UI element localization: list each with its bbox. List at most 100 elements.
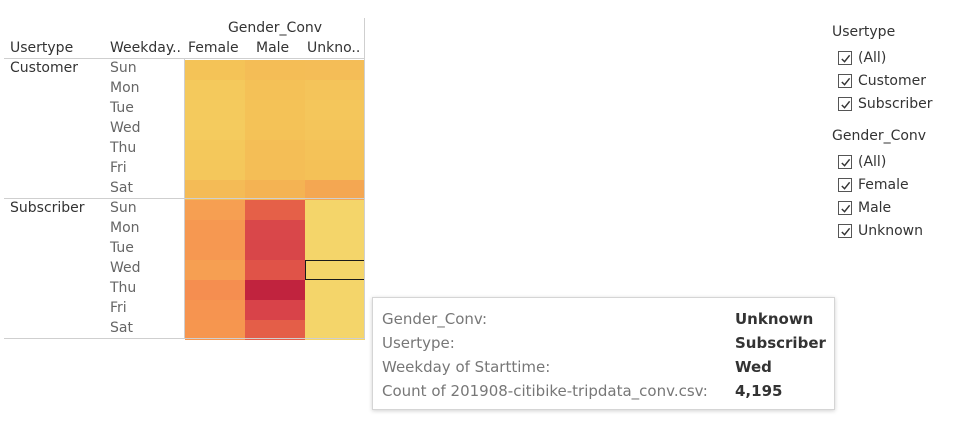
filter-option-usertype-subscriber[interactable]: Subscriber [838, 94, 933, 114]
filter-option-usertype-customer[interactable]: Customer [838, 71, 926, 91]
tooltip-value-gender: Unknown [735, 310, 814, 328]
filter-option-label: Female [858, 177, 909, 193]
heatmap-cell[interactable] [245, 280, 305, 300]
heatmap-cell[interactable] [305, 220, 365, 240]
heatmap-cell[interactable] [245, 240, 305, 260]
weekday-label-tue[interactable]: Tue [110, 240, 134, 256]
weekday-label-fri[interactable]: Fri [110, 160, 127, 176]
heatmap-cell[interactable] [185, 200, 245, 220]
group-label-customer[interactable]: Customer [10, 60, 79, 76]
checkbox-icon[interactable] [838, 178, 852, 192]
heatmap-cell[interactable] [305, 140, 365, 160]
heatmap-cell[interactable] [185, 300, 245, 320]
heatmap-cell[interactable] [245, 300, 305, 320]
filter-option-gender-female[interactable]: Female [838, 175, 909, 195]
tooltip-value-usertype: Subscriber [735, 334, 826, 352]
checkbox-icon[interactable] [838, 74, 852, 88]
heatmap-cell[interactable] [185, 100, 245, 120]
heatmap-cell[interactable] [185, 220, 245, 240]
weekday-label-sun[interactable]: Sun [110, 200, 137, 216]
filter-option-label: Unknown [858, 223, 923, 239]
heatmap-cell[interactable] [245, 260, 305, 280]
heatmap-cell[interactable] [305, 60, 365, 80]
heatmap-cell[interactable] [185, 60, 245, 80]
tooltip-key-usertype: Usertype: [382, 334, 455, 352]
tooltip-key-weekday: Weekday of Starttime: [382, 358, 551, 376]
filter-option-gender-male[interactable]: Male [838, 198, 891, 218]
filter-option-label: (All) [858, 154, 887, 170]
checkbox-icon[interactable] [838, 97, 852, 111]
heatmap-cell[interactable] [245, 160, 305, 180]
heatmap-cell[interactable] [305, 200, 365, 220]
usertype-header[interactable]: Usertype [10, 40, 74, 56]
heatmap-cell[interactable] [185, 180, 245, 200]
heatmap-cell[interactable] [245, 140, 305, 160]
filter-option-usertype-all[interactable]: (All) [838, 48, 886, 68]
weekday-header[interactable]: Weekday.. [110, 40, 182, 56]
heatmap-cell[interactable] [305, 260, 365, 280]
heatmap-cell[interactable] [245, 60, 305, 80]
heatmap-cell[interactable] [305, 120, 365, 140]
tooltip-key-gender: Gender_Conv: [382, 310, 488, 328]
weekday-label-mon[interactable]: Mon [110, 220, 140, 236]
group-divider [4, 198, 365, 199]
filter-option-label: (All) [858, 50, 887, 66]
tooltip: Gender_Conv: Unknown Usertype: Subscribe… [372, 297, 835, 410]
weekday-label-mon[interactable]: Mon [110, 80, 140, 96]
checkbox-icon[interactable] [838, 51, 852, 65]
weekday-label-wed[interactable]: Wed [110, 260, 141, 276]
checkbox-icon[interactable] [838, 201, 852, 215]
usertype-filter-title: Usertype [832, 24, 896, 40]
heatmap-cell[interactable] [305, 180, 365, 200]
tooltip-value-count: 4,195 [735, 382, 783, 400]
heatmap-cell[interactable] [185, 80, 245, 100]
weekday-label-sat[interactable]: Sat [110, 180, 133, 196]
group-label-subscriber[interactable]: Subscriber [10, 200, 85, 216]
filter-option-label: Male [858, 200, 892, 216]
heatmap-cell[interactable] [245, 320, 305, 340]
heatmap-cell[interactable] [185, 120, 245, 140]
weekday-label-thu[interactable]: Thu [110, 140, 137, 156]
weekday-label-wed[interactable]: Wed [110, 120, 141, 136]
heatmap-cell[interactable] [305, 160, 365, 180]
header-divider [4, 58, 365, 59]
column-group-title: Gender_Conv [227, 20, 323, 36]
filter-option-label: Subscriber [858, 96, 933, 112]
heatmap-cell[interactable] [185, 320, 245, 340]
heatmap-cell[interactable] [185, 260, 245, 280]
weekday-label-sun[interactable]: Sun [110, 60, 137, 76]
heatmap-cell[interactable] [245, 80, 305, 100]
column-header-female[interactable]: Female [188, 40, 239, 56]
heatmap-cell[interactable] [245, 220, 305, 240]
heatmap-cell[interactable] [185, 160, 245, 180]
heatmap-cell[interactable] [305, 80, 365, 100]
heatmap-cell[interactable] [305, 100, 365, 120]
tooltip-key-count: Count of 201908-citibike-tripdata_conv.c… [382, 382, 708, 400]
heatmap-cell[interactable] [185, 140, 245, 160]
checkbox-icon[interactable] [838, 155, 852, 169]
heatmap-cell[interactable] [245, 200, 305, 220]
heatmap-cell[interactable] [305, 280, 365, 300]
heatmap-cell[interactable] [305, 240, 365, 260]
column-header-male[interactable]: Male [256, 40, 290, 56]
heatmap-cell[interactable] [245, 120, 305, 140]
filter-option-label: Customer [858, 73, 927, 89]
checkbox-icon[interactable] [838, 224, 852, 238]
heatmap-cell[interactable] [245, 100, 305, 120]
table-right-border [364, 18, 365, 339]
weekday-label-tue[interactable]: Tue [110, 100, 134, 116]
gender-filter-title: Gender_Conv [832, 128, 927, 144]
table-bottom-border [4, 338, 365, 339]
heatmap-cell[interactable] [185, 280, 245, 300]
filter-option-gender-all[interactable]: (All) [838, 152, 886, 172]
heatmap-cell[interactable] [245, 180, 305, 200]
tooltip-value-weekday: Wed [735, 358, 772, 376]
weekday-label-thu[interactable]: Thu [110, 280, 137, 296]
weekday-label-fri[interactable]: Fri [110, 300, 127, 316]
heatmap-cell[interactable] [305, 320, 365, 340]
heatmap-cell[interactable] [185, 240, 245, 260]
filter-option-gender-unknown[interactable]: Unknown [838, 221, 923, 241]
heatmap-cell[interactable] [305, 300, 365, 320]
column-header-unknown[interactable]: Unkno.. [307, 40, 361, 56]
weekday-label-sat[interactable]: Sat [110, 320, 133, 336]
